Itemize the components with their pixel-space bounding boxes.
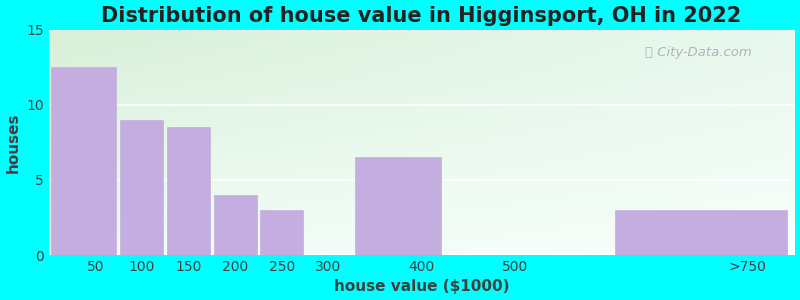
Bar [214,195,257,255]
Bar [355,158,441,255]
X-axis label: house value ($1000): house value ($1000) [334,279,510,294]
Bar [167,128,210,255]
Bar [51,68,116,255]
Text: ⌕ City-Data.com: ⌕ City-Data.com [646,46,752,59]
Bar [120,120,163,255]
Bar [260,210,303,255]
Title: Distribution of house value in Higginsport, OH in 2022: Distribution of house value in Higginspo… [102,6,742,26]
Y-axis label: houses: houses [6,112,21,173]
Bar [615,210,787,255]
